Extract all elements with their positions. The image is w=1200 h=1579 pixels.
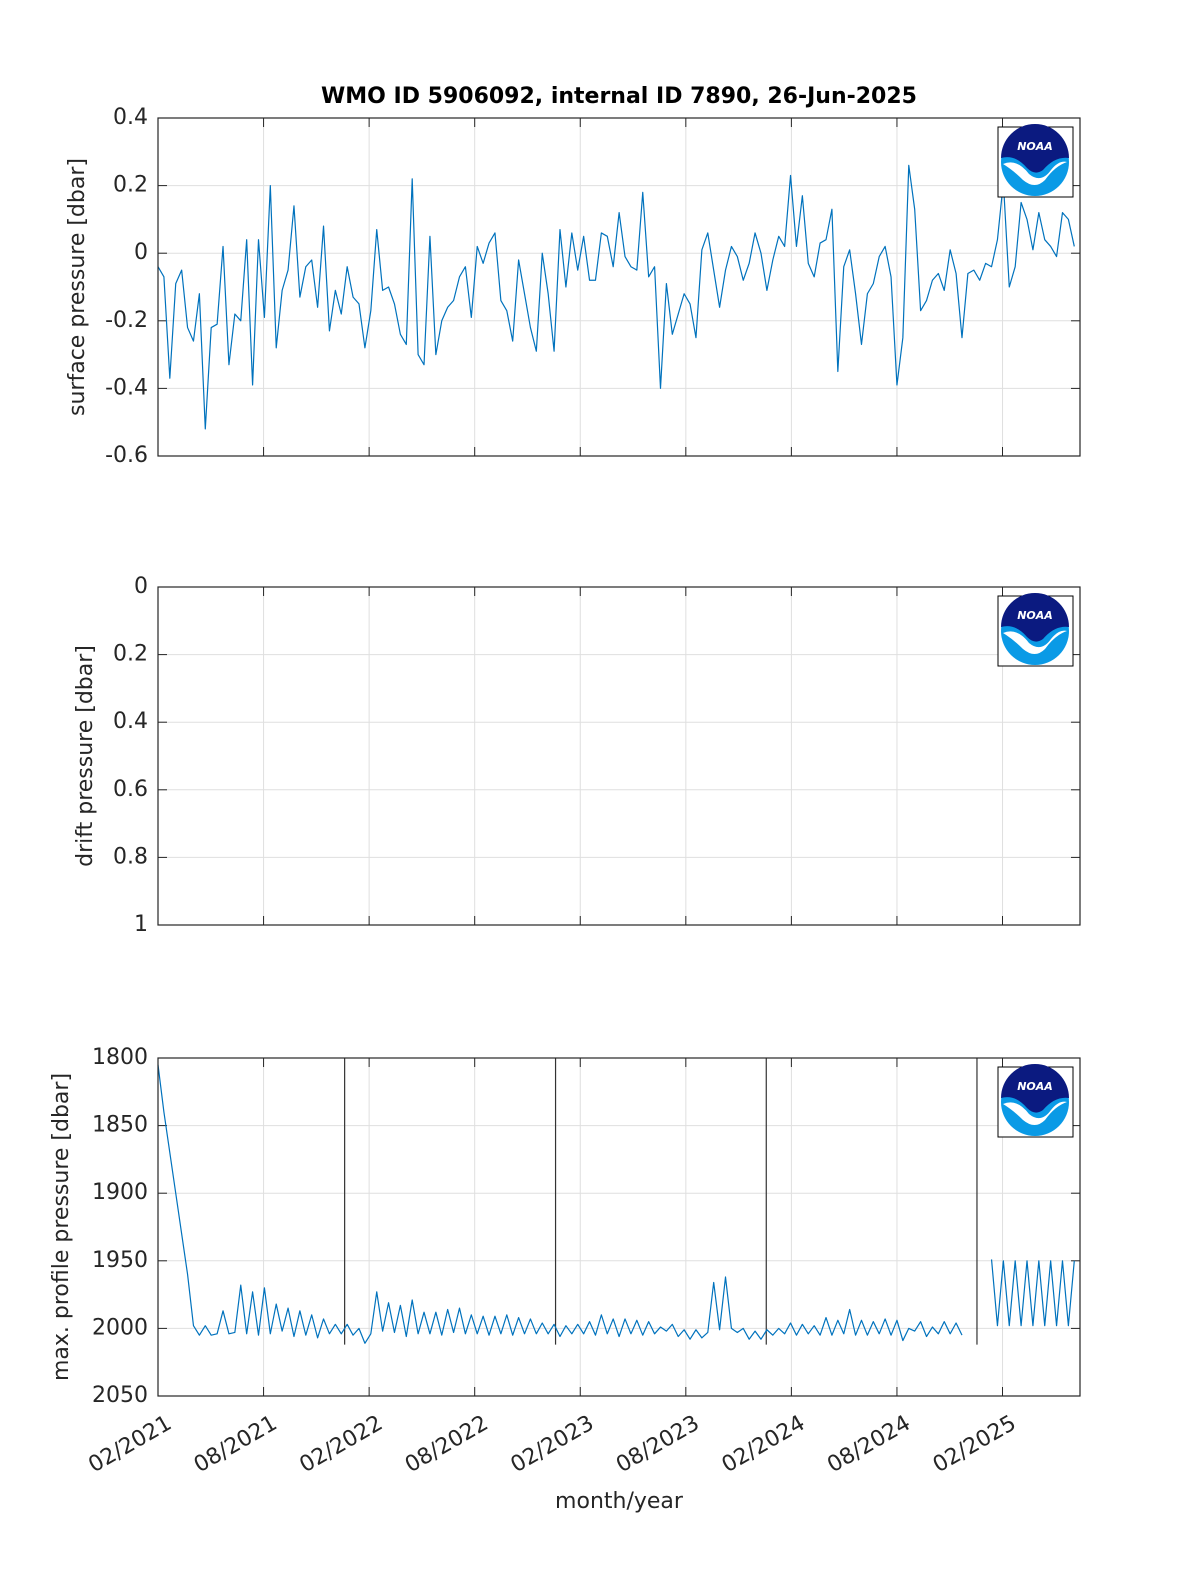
x-axis-label: month/year [555,1489,684,1514]
y-tick-label: 2000 [92,1315,148,1340]
y-tick-label: -0.2 [105,308,148,333]
y-axis-label: drift pressure [dbar] [73,645,98,867]
y-tick-label: 0 [134,240,148,265]
plot-area [158,1058,1080,1396]
noaa-logo: NOAA [997,1064,1074,1138]
y-tick-label: -0.6 [105,443,148,468]
y-axis-label: max. profile pressure [dbar] [49,1073,74,1381]
logo-text: NOAA [1017,140,1053,153]
noaa-logo: NOAA [997,593,1074,667]
y-tick-label: 1950 [92,1248,148,1273]
noaa-logo: NOAA [997,124,1074,198]
data-line [157,1064,1075,1344]
logo-gull [1003,630,1067,654]
logo-text: NOAA [1017,1080,1053,1093]
logo-gull [1003,1101,1067,1125]
y-axis-label: surface pressure [dbar] [65,158,90,416]
y-tick-label: 0 [134,574,148,599]
y-tick-label: 2050 [92,1383,148,1408]
data-line [157,164,1075,430]
logo-top [1001,124,1069,173]
logo-top [1001,593,1069,642]
axes-box [157,586,1081,926]
logo-top [1001,1064,1069,1113]
plot-area [158,587,1080,925]
y-tick-label: 1 [134,912,148,937]
y-tick-label: 0.2 [113,173,148,198]
logo-gull [1003,161,1067,185]
axes-box [157,117,1081,457]
plot-area [158,118,1080,456]
y-tick-label: 1900 [92,1180,148,1205]
axes-box [157,1057,1081,1397]
y-tick-label: 0.8 [113,844,148,869]
y-tick-label: 0.4 [113,105,148,130]
chart-title: WMO ID 5906092, internal ID 7890, 26-Jun… [321,84,917,109]
y-tick-label: 1850 [92,1113,148,1138]
logo-text: NOAA [1017,609,1053,622]
y-tick-label: 0.4 [113,709,148,734]
y-tick-label: 1800 [92,1045,148,1070]
y-tick-label: 0.2 [113,642,148,667]
y-tick-label: -0.4 [105,375,148,400]
y-tick-label: 0.6 [113,777,148,802]
